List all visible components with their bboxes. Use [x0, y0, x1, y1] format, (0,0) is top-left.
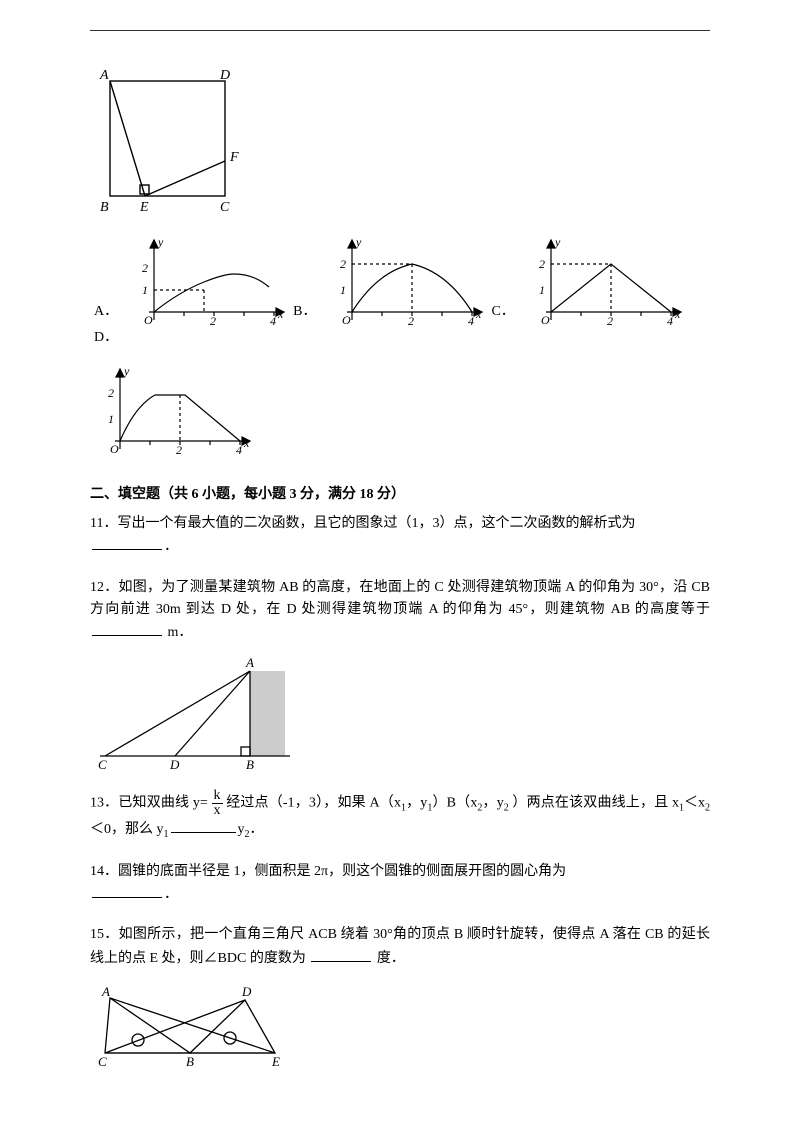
- q15-blank[interactable]: [311, 947, 371, 962]
- svg-text:E: E: [271, 1054, 280, 1068]
- figure-square: A D B C E F: [90, 61, 710, 216]
- svg-text:1: 1: [108, 412, 114, 426]
- svg-text:D: D: [241, 984, 252, 999]
- svg-text:A: A: [245, 655, 254, 670]
- svg-text:4: 4: [270, 314, 276, 327]
- svg-text:2: 2: [142, 261, 148, 275]
- q14-blank[interactable]: [92, 883, 162, 898]
- svg-text:C: C: [98, 757, 107, 771]
- svg-text:C: C: [98, 1054, 107, 1068]
- option-a-label: A．: [94, 301, 118, 323]
- top-rule: [90, 30, 710, 31]
- q13-blank[interactable]: [171, 818, 236, 833]
- svg-text:2: 2: [539, 257, 545, 271]
- svg-text:O: O: [144, 313, 153, 327]
- graph-options-row2: O 2 4 x 1 2 y: [90, 361, 710, 456]
- q12-blank[interactable]: [92, 621, 162, 636]
- svg-text:2: 2: [340, 257, 346, 271]
- label-B: B: [100, 200, 109, 215]
- svg-text:y: y: [554, 235, 561, 249]
- question-13: 13．已知双曲线 y= k x 经过点（-1，3），如果 A（x1，y1）B（x…: [90, 789, 710, 843]
- svg-text:4: 4: [468, 314, 474, 327]
- svg-text:1: 1: [539, 283, 545, 297]
- graph-c: O 2 4 x 1 2 y: [521, 232, 686, 327]
- svg-text:2: 2: [408, 314, 414, 327]
- option-b-label: B．: [293, 301, 316, 323]
- label-A: A: [99, 68, 109, 83]
- svg-text:O: O: [110, 442, 119, 456]
- label-D: D: [219, 68, 230, 83]
- svg-text:O: O: [541, 313, 550, 327]
- q14-b: ．: [164, 887, 178, 902]
- q14-a: 14．圆锥的底面半径是 1，侧面积是 2π，则这个圆锥的侧面展开图的圆心角为: [90, 864, 566, 879]
- svg-text:B: B: [246, 757, 254, 771]
- svg-text:1: 1: [142, 283, 148, 297]
- section-2-title: 二、填空题（共 6 小题，每小题 3 分，满分 18 分）: [90, 484, 710, 506]
- q13-fraction: k x: [212, 789, 223, 818]
- svg-text:A: A: [101, 984, 110, 999]
- question-12: 12．如图，为了测量某建筑物 AB 的高度，在地面上的 C 处测得建筑物顶端 A…: [90, 577, 710, 771]
- graph-a: O 2 4 x 1 2 y: [124, 232, 289, 327]
- label-C: C: [220, 200, 230, 215]
- label-F: F: [229, 150, 239, 165]
- q11-text: 11．写出一个有最大值的二次函数，且它的图象过（1，3）点，这个二次函数的解析式…: [90, 516, 635, 531]
- q11-period: ．: [164, 539, 178, 554]
- svg-text:y: y: [157, 235, 164, 249]
- svg-text:4: 4: [667, 314, 673, 327]
- svg-text:y: y: [123, 364, 130, 378]
- question-15: 15．如图所示，把一个直角三角尺 ACB 绕着 30°角的顶点 B 顺时针旋转，…: [90, 924, 710, 1068]
- svg-text:2: 2: [607, 314, 613, 327]
- svg-text:2: 2: [176, 443, 182, 456]
- graph-options-row1: A． O 2 4 x: [90, 232, 710, 353]
- graph-d: O 2 4 x 1 2 y: [90, 361, 255, 456]
- q13-a: 13．已知双曲线 y=: [90, 795, 208, 810]
- q15-b: 度．: [377, 951, 405, 966]
- q12-text-a: 12．如图，为了测量某建筑物 AB 的高度，在地面上的 C 处测得建筑物顶端 A…: [90, 580, 710, 617]
- svg-text:y: y: [355, 235, 362, 249]
- svg-text:B: B: [186, 1054, 194, 1068]
- svg-text:4: 4: [236, 443, 242, 456]
- option-d-label: D．: [94, 327, 118, 349]
- svg-text:1: 1: [340, 283, 346, 297]
- svg-text:x: x: [475, 307, 482, 321]
- svg-text:x: x: [243, 436, 250, 450]
- label-E: E: [139, 200, 149, 215]
- figure-q15: A C B D E: [90, 978, 290, 1068]
- svg-text:x: x: [674, 307, 681, 321]
- q11-blank[interactable]: [92, 535, 162, 550]
- graph-b: O 2 4 x 1 2 y: [322, 232, 487, 327]
- question-14: 14．圆锥的底面半径是 1，侧面积是 2π，则这个圆锥的侧面展开图的圆心角为 ．: [90, 861, 710, 907]
- question-11: 11．写出一个有最大值的二次函数，且它的图象过（1，3）点，这个二次函数的解析式…: [90, 513, 710, 559]
- figure-q12: A B C D: [90, 651, 310, 771]
- q12-text-b: m．: [168, 625, 193, 640]
- option-c-label: C．: [491, 301, 514, 323]
- svg-text:D: D: [169, 757, 180, 771]
- svg-text:x: x: [277, 307, 284, 321]
- svg-text:2: 2: [108, 386, 114, 400]
- svg-text:2: 2: [210, 314, 216, 327]
- svg-text:O: O: [342, 313, 351, 327]
- q13-b: 经过点（-1，3），如果 A（x: [226, 795, 401, 810]
